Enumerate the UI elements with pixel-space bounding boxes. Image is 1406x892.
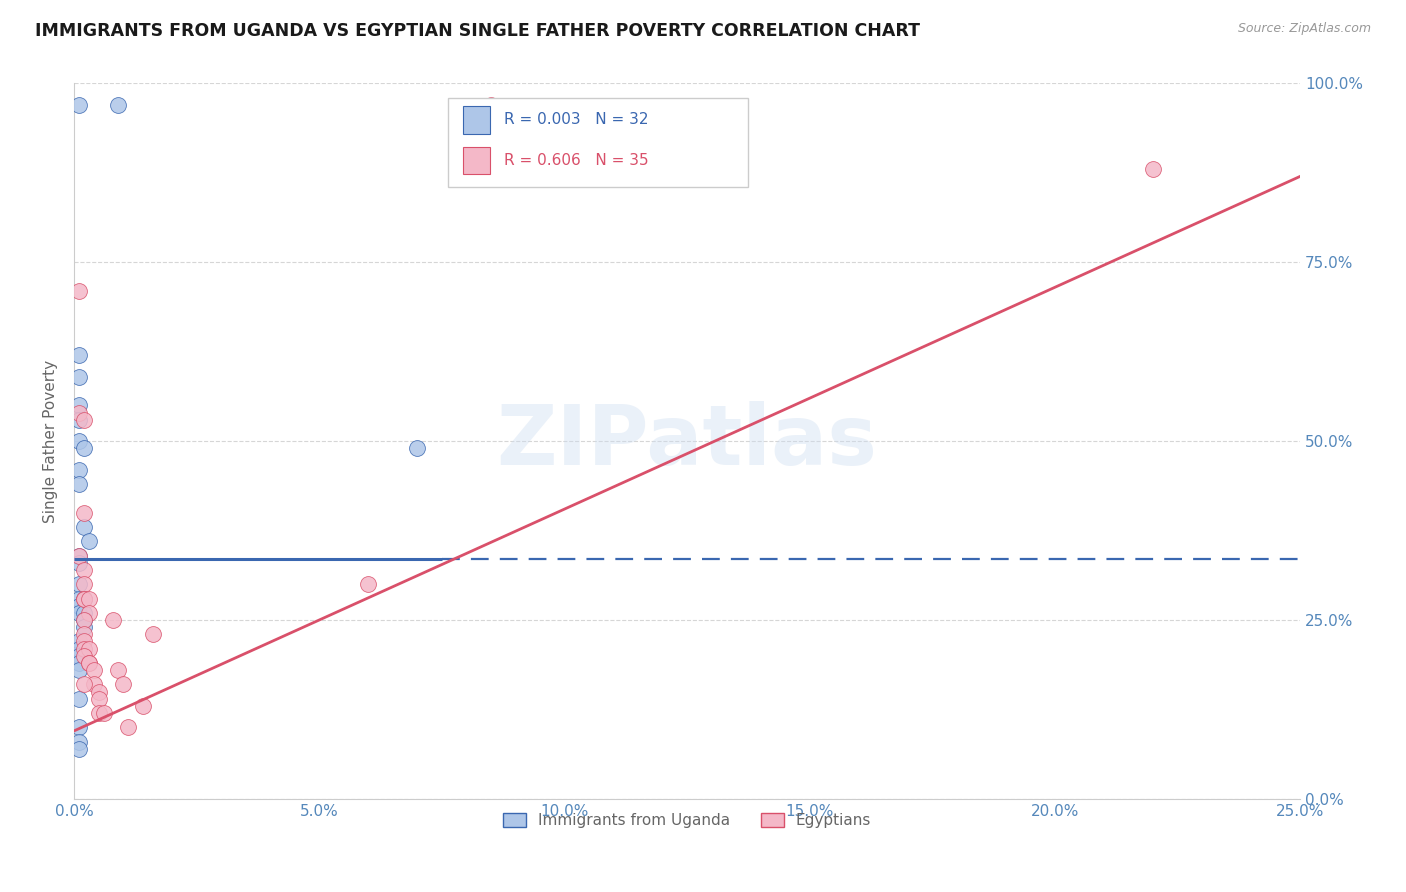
FancyBboxPatch shape (463, 146, 489, 174)
Legend: Immigrants from Uganda, Egyptians: Immigrants from Uganda, Egyptians (496, 807, 877, 834)
Point (67, 477, 90, 491)
Point (73, 677, 96, 691)
Point (67, 463, 90, 477)
Point (67, 634, 90, 648)
Point (67, 691, 90, 706)
Point (67, 348, 90, 362)
Point (357, 577, 380, 591)
Point (73, 591, 96, 606)
Point (132, 698, 155, 713)
Point (67, 549, 90, 563)
Point (142, 627, 165, 641)
Point (73, 613, 96, 627)
Point (93, 706, 115, 720)
Point (67, 591, 90, 606)
Text: Source: ZipAtlas.com: Source: ZipAtlas.com (1237, 22, 1371, 36)
Point (83, 663, 105, 677)
Point (73, 627, 96, 641)
Point (87, 691, 110, 706)
Point (77, 656, 100, 670)
Point (67, 641, 90, 656)
Point (67, 599, 90, 613)
Text: R = 0.003   N = 32: R = 0.003 N = 32 (505, 112, 650, 128)
Point (67, 412, 90, 426)
Point (1142, 162, 1164, 177)
Point (67, 648, 90, 663)
Point (67, 734, 90, 748)
Point (87, 684, 110, 698)
Point (67, 434, 90, 449)
Text: ZIPatlas: ZIPatlas (496, 401, 877, 482)
Point (67, 284, 90, 298)
Point (67, 606, 90, 620)
Point (117, 720, 139, 734)
Point (73, 641, 96, 656)
Point (73, 520, 96, 534)
Point (67, 549, 90, 563)
Point (73, 606, 96, 620)
Point (73, 620, 96, 634)
Point (67, 577, 90, 591)
Point (73, 591, 96, 606)
Point (73, 591, 96, 606)
Point (77, 534, 100, 549)
Text: R = 0.606   N = 35: R = 0.606 N = 35 (505, 153, 650, 168)
Point (112, 677, 135, 691)
Point (67, 720, 90, 734)
Point (67, 398, 90, 412)
Point (73, 442, 96, 456)
Point (87, 706, 110, 720)
Point (67, 656, 90, 670)
Point (107, 98, 129, 112)
FancyBboxPatch shape (463, 106, 489, 134)
FancyBboxPatch shape (449, 98, 748, 187)
Text: IMMIGRANTS FROM UGANDA VS EGYPTIAN SINGLE FATHER POVERTY CORRELATION CHART: IMMIGRANTS FROM UGANDA VS EGYPTIAN SINGL… (35, 22, 920, 40)
Point (77, 606, 100, 620)
Point (77, 591, 100, 606)
Point (73, 577, 96, 591)
Point (67, 369, 90, 384)
Point (406, 442, 429, 456)
Point (67, 556, 90, 570)
Point (73, 563, 96, 577)
Point (479, 98, 502, 112)
Point (83, 677, 105, 691)
Point (107, 663, 129, 677)
Point (73, 613, 96, 627)
Point (73, 634, 96, 648)
Point (103, 613, 125, 627)
Point (73, 412, 96, 426)
Point (67, 98, 90, 112)
Point (67, 663, 90, 677)
Point (73, 648, 96, 663)
Point (77, 641, 100, 656)
Point (77, 656, 100, 670)
Point (67, 741, 90, 756)
Point (67, 405, 90, 419)
Point (73, 506, 96, 520)
Y-axis label: Single Father Poverty: Single Father Poverty (44, 359, 58, 523)
